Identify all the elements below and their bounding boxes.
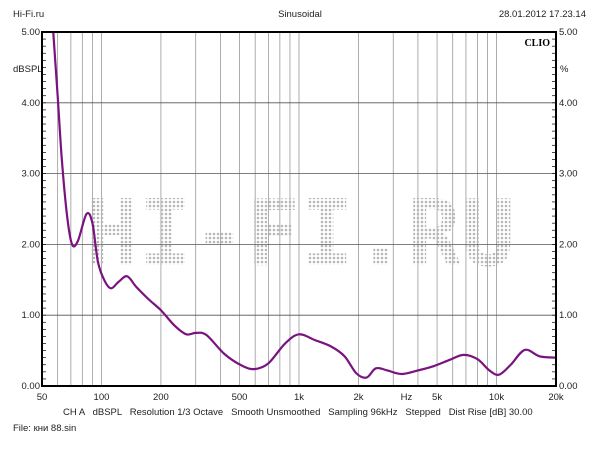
x-tick-label: 500 xyxy=(232,392,248,403)
x-tick-label: 100 xyxy=(94,392,110,403)
x-tick-label: 20k xyxy=(548,392,564,403)
x-tick-label: 200 xyxy=(153,392,169,403)
header-site: Hi-Fi.ru xyxy=(13,9,44,20)
y-tick-label-left: 3.00 xyxy=(22,169,41,180)
y-tick-label-right: 3.00 xyxy=(559,169,578,180)
y-tick-label-right: 1.00 xyxy=(559,310,578,321)
x-tick-label: 1k xyxy=(294,392,304,403)
measurement-settings: CH A dBSPL Resolution 1/3 Octave Smooth … xyxy=(63,407,533,418)
y-tick-label-right: 0.00 xyxy=(559,381,578,392)
y-axis-label-left: dBSPL xyxy=(13,64,43,75)
y-tick-label-left: 1.00 xyxy=(22,310,41,321)
y-tick-label-left: 5.00 xyxy=(22,27,41,38)
x-axis-unit-label: Hz xyxy=(401,392,413,403)
series-line-thd xyxy=(52,31,557,379)
y-tick-label-right: 4.00 xyxy=(559,98,578,109)
setting-item: Resolution 1/3 Octave xyxy=(122,407,223,418)
x-tick-label: 10k xyxy=(489,392,505,403)
header-timestamp: 28.01.2012 17.23.14 xyxy=(499,9,586,20)
setting-item: Smooth Unsmoothed xyxy=(223,407,320,418)
setting-item: Sampling 96kHz xyxy=(320,407,397,418)
setting-item: Stepped xyxy=(397,407,440,418)
x-tick-label: 5k xyxy=(432,392,442,403)
setting-item: CH A xyxy=(63,407,86,418)
chart-title: Sinusoidal xyxy=(278,9,322,20)
grid xyxy=(42,32,556,386)
x-tick-label: 2k xyxy=(353,392,363,403)
setting-item: dBSPL xyxy=(85,407,122,418)
y-axis-label-right: % xyxy=(560,64,569,75)
watermark: HI-FI.RU xyxy=(85,180,515,287)
plot-frame xyxy=(41,31,557,387)
axis-ticks: 0.00 0.00 1.00 1.00 2.00 2.00 3.00 3.00 4.00 4.00… xyxy=(22,27,578,403)
y-tick-label-right: 2.00 xyxy=(559,239,578,250)
x-tick-label: 50 xyxy=(37,392,48,403)
y-tick-label-right: 5.00 xyxy=(559,27,578,38)
clio-logo: CLIO xyxy=(524,38,550,49)
y-tick-label-left: 2.00 xyxy=(22,239,41,250)
file-name: File: кни 88.sin xyxy=(13,423,76,434)
setting-item: Dist Rise [dB] 30.00 xyxy=(441,407,533,418)
y-tick-label-left: 0.00 xyxy=(22,381,41,392)
y-tick-label-left: 4.00 xyxy=(22,98,41,109)
